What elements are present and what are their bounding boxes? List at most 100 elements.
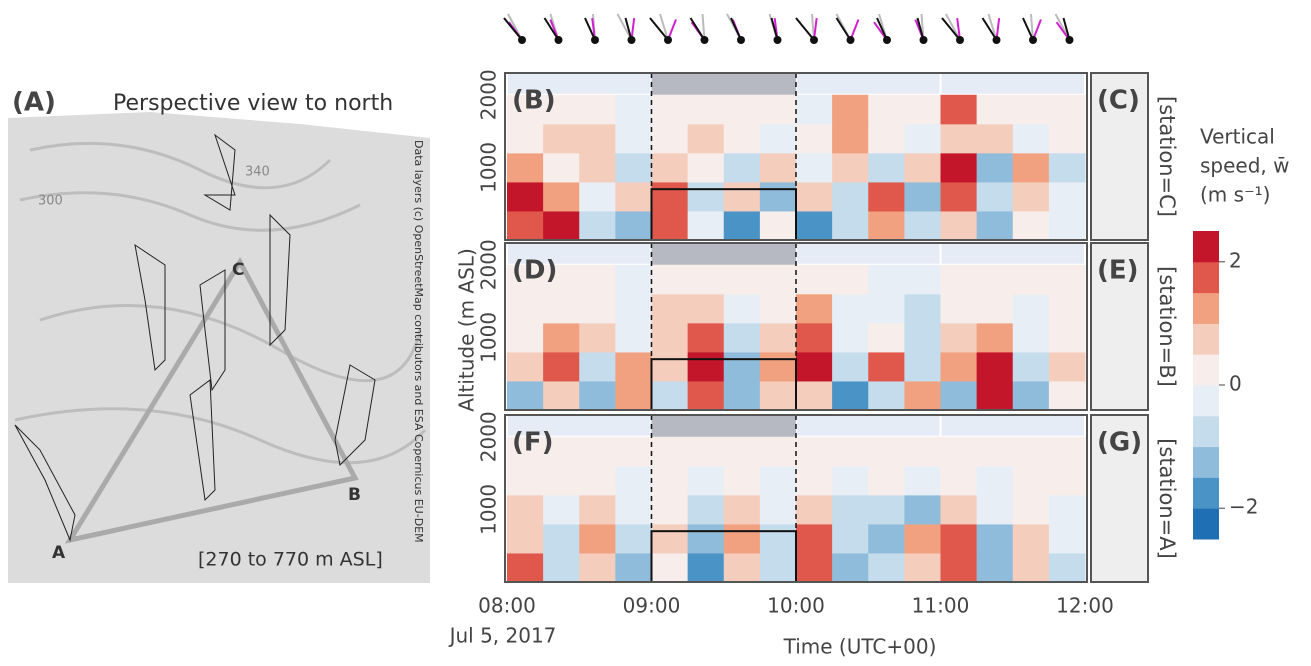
heat-cell bbox=[976, 380, 1014, 411]
heat-cell bbox=[832, 123, 869, 154]
heat-cell bbox=[651, 264, 689, 295]
heat-cell bbox=[507, 351, 544, 382]
stick-dot bbox=[1065, 36, 1074, 44]
heat-cell bbox=[1048, 380, 1086, 411]
stick bbox=[1030, 13, 1034, 41]
heat-cell bbox=[832, 465, 869, 496]
heat-cell bbox=[1048, 94, 1086, 125]
heat-cell bbox=[579, 552, 616, 583]
heat-cell bbox=[651, 152, 689, 183]
stick bbox=[689, 17, 706, 41]
x-date: Jul 5, 2017 bbox=[448, 624, 557, 648]
heat-cell bbox=[507, 552, 544, 583]
heat-cell bbox=[507, 181, 544, 212]
heat-cell bbox=[904, 552, 941, 583]
heat-cell bbox=[543, 293, 580, 324]
map-title: Perspective view to north bbox=[113, 91, 393, 116]
heat-cell bbox=[1012, 181, 1050, 212]
heat-cell bbox=[759, 264, 797, 295]
heat-cell bbox=[687, 94, 725, 125]
heat-cell bbox=[579, 123, 616, 154]
heat-cell bbox=[759, 351, 797, 382]
heat-cell bbox=[976, 123, 1014, 154]
heat-cell bbox=[868, 494, 905, 525]
heat-cell bbox=[723, 351, 761, 382]
panel-label: (E) bbox=[1097, 256, 1139, 286]
heat-cell bbox=[832, 181, 869, 212]
heat-cell bbox=[759, 94, 797, 125]
heat-cell bbox=[615, 293, 652, 324]
stick-dot bbox=[700, 36, 709, 44]
station-label: A bbox=[52, 543, 66, 563]
stick bbox=[981, 17, 998, 41]
stick-dot bbox=[956, 36, 964, 44]
heat-cell bbox=[832, 264, 869, 295]
heat-cell bbox=[759, 181, 797, 212]
heat-cell bbox=[904, 152, 941, 183]
wind-profiles bbox=[14, 133, 376, 542]
heat-cell bbox=[976, 523, 1014, 554]
heat-cell bbox=[904, 322, 941, 353]
x-tick-label: 11:00 bbox=[912, 594, 970, 618]
heat-cell bbox=[940, 465, 978, 496]
map-roads bbox=[14, 141, 427, 465]
panel-label: (F) bbox=[512, 428, 554, 458]
stick-dot bbox=[919, 36, 928, 44]
heat-cell bbox=[687, 436, 725, 467]
highlight-shade bbox=[651, 415, 796, 437]
heat-cell bbox=[796, 94, 833, 125]
heat-cell bbox=[1012, 322, 1050, 353]
heat-cell bbox=[543, 123, 580, 154]
stick bbox=[1022, 17, 1034, 41]
colorbar-title: speed, w̄ bbox=[1200, 154, 1290, 178]
heat-cell bbox=[976, 293, 1014, 324]
heat-cell bbox=[543, 380, 580, 411]
stick bbox=[701, 13, 706, 41]
heat-cell bbox=[832, 94, 869, 125]
heat-cell bbox=[759, 552, 797, 583]
stick bbox=[543, 17, 560, 41]
heat-cell bbox=[940, 264, 978, 295]
y-tick-label: 1000 bbox=[477, 142, 501, 193]
panel-frame bbox=[504, 242, 1088, 411]
heat-cell bbox=[796, 152, 833, 183]
heat-cell bbox=[868, 351, 905, 382]
heat-cell bbox=[507, 436, 544, 467]
heat-cell bbox=[687, 181, 725, 212]
highlight-shade bbox=[651, 243, 796, 265]
heat-cell bbox=[687, 380, 725, 411]
heat-cell bbox=[868, 436, 905, 467]
colorbar-swatch bbox=[1193, 292, 1219, 324]
heat-cell bbox=[615, 380, 652, 411]
heat-cell bbox=[796, 322, 833, 353]
station-triangle bbox=[64, 256, 359, 544]
heat-cell bbox=[1012, 494, 1050, 525]
heat-cell bbox=[507, 94, 544, 125]
stick-dot bbox=[883, 36, 891, 44]
stick-dot bbox=[627, 36, 636, 44]
heat-cell bbox=[904, 494, 941, 525]
heat-cell bbox=[543, 494, 580, 525]
heat-cell bbox=[796, 210, 833, 241]
station-label: [station=B] bbox=[1155, 266, 1179, 387]
heat-cell bbox=[615, 351, 652, 382]
heat-cell bbox=[759, 465, 797, 496]
heat-cell bbox=[579, 465, 616, 496]
heat-cell bbox=[723, 181, 761, 212]
heat-cell bbox=[615, 123, 652, 154]
heat-cell bbox=[796, 351, 833, 382]
heat-cell bbox=[759, 210, 797, 241]
heat-cell bbox=[723, 123, 761, 154]
heat-cell bbox=[832, 436, 869, 467]
heat-cell bbox=[1048, 210, 1086, 241]
panel-label: (B) bbox=[512, 86, 556, 116]
heat-cell bbox=[796, 380, 833, 411]
heat-cell bbox=[579, 351, 616, 382]
heat-cell bbox=[1048, 293, 1086, 324]
heat-cell bbox=[651, 494, 689, 525]
heat-cell bbox=[615, 465, 652, 496]
y-axis-title: Altitude (m ASL) bbox=[455, 248, 479, 411]
heat-cell bbox=[1012, 264, 1050, 295]
stick bbox=[795, 17, 815, 41]
heat-cell bbox=[543, 210, 580, 241]
